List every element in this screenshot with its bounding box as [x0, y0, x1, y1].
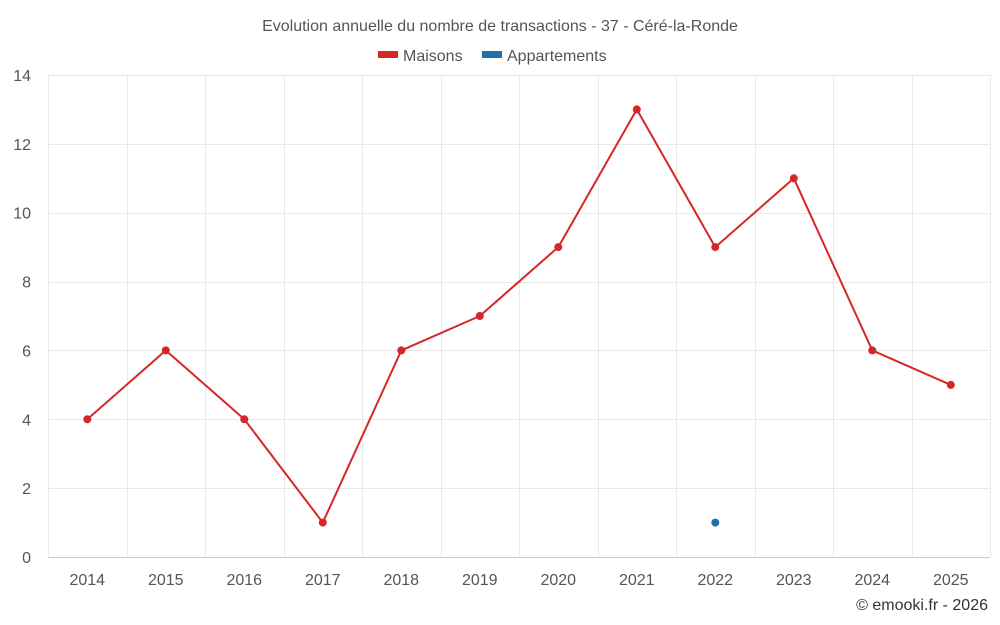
- y-tick-label: 12: [13, 137, 31, 154]
- credit-text: © emooki.fr - 2026: [856, 597, 988, 614]
- data-point-maisons-2019[interactable]: [475, 312, 484, 320]
- x-tick-label: 2019: [462, 572, 498, 589]
- legend-swatch-appartements: [482, 51, 502, 58]
- x-tick-label: 2022: [697, 572, 733, 589]
- data-point-maisons-2024[interactable]: [868, 346, 877, 355]
- y-tick-label: 2: [22, 481, 31, 498]
- data-point-appartements-2022[interactable]: [711, 518, 720, 527]
- data-point-maisons-2016[interactable]: [240, 415, 249, 424]
- y-tick-label: 4: [22, 412, 31, 429]
- series-maisons: [83, 105, 955, 527]
- y-tick-label: 6: [22, 343, 31, 360]
- y-tick-label: 0: [22, 550, 31, 567]
- x-tick-label: 2025: [933, 572, 969, 589]
- x-tick-label: 2024: [854, 572, 890, 589]
- x-tick-label: 2016: [226, 572, 262, 589]
- data-point-maisons-2023[interactable]: [789, 174, 798, 183]
- data-point-maisons-2022[interactable]: [711, 243, 720, 252]
- legend: Maisons Appartements: [378, 48, 607, 65]
- y-axis-ticks: 0 2 4 6 8 10 12 14: [13, 68, 31, 567]
- series-line-maisons: [86, 108, 952, 524]
- series-layer: [83, 105, 955, 527]
- legend-item-appartements[interactable]: Appartements: [482, 48, 607, 65]
- x-grid: [48, 75, 991, 557]
- x-tick-label: 2018: [383, 572, 419, 589]
- y-tick-label: 14: [13, 68, 31, 85]
- series-appartements: [711, 518, 720, 527]
- data-point-maisons-2017[interactable]: [318, 518, 327, 527]
- chart-title: Evolution annuelle du nombre de transact…: [262, 18, 738, 35]
- x-tick-label: 2014: [69, 572, 105, 589]
- data-point-maisons-2020[interactable]: [554, 243, 563, 252]
- x-tick-label: 2015: [148, 572, 184, 589]
- data-point-maisons-2018[interactable]: [397, 346, 406, 355]
- x-tick-label: 2023: [776, 572, 812, 589]
- data-point-maisons-2025[interactable]: [946, 380, 955, 389]
- y-tick-label: 8: [22, 275, 31, 292]
- legend-swatch-maisons: [378, 51, 398, 58]
- x-tick-label: 2021: [619, 572, 655, 589]
- data-point-maisons-2021[interactable]: [632, 105, 641, 114]
- legend-item-maisons[interactable]: Maisons: [378, 48, 463, 65]
- data-point-maisons-2015[interactable]: [161, 346, 170, 355]
- x-tick-label: 2020: [540, 572, 576, 589]
- y-tick-label: 10: [13, 206, 31, 223]
- legend-label-maisons: Maisons: [403, 48, 463, 65]
- data-point-maisons-2014[interactable]: [83, 415, 92, 424]
- x-axis-ticks: 2014 2015 2016 2017 2018 2019 2020 2021 2022 2023…: [69, 572, 968, 589]
- x-tick-label: 2017: [305, 572, 341, 589]
- legend-label-appartements: Appartements: [507, 48, 607, 65]
